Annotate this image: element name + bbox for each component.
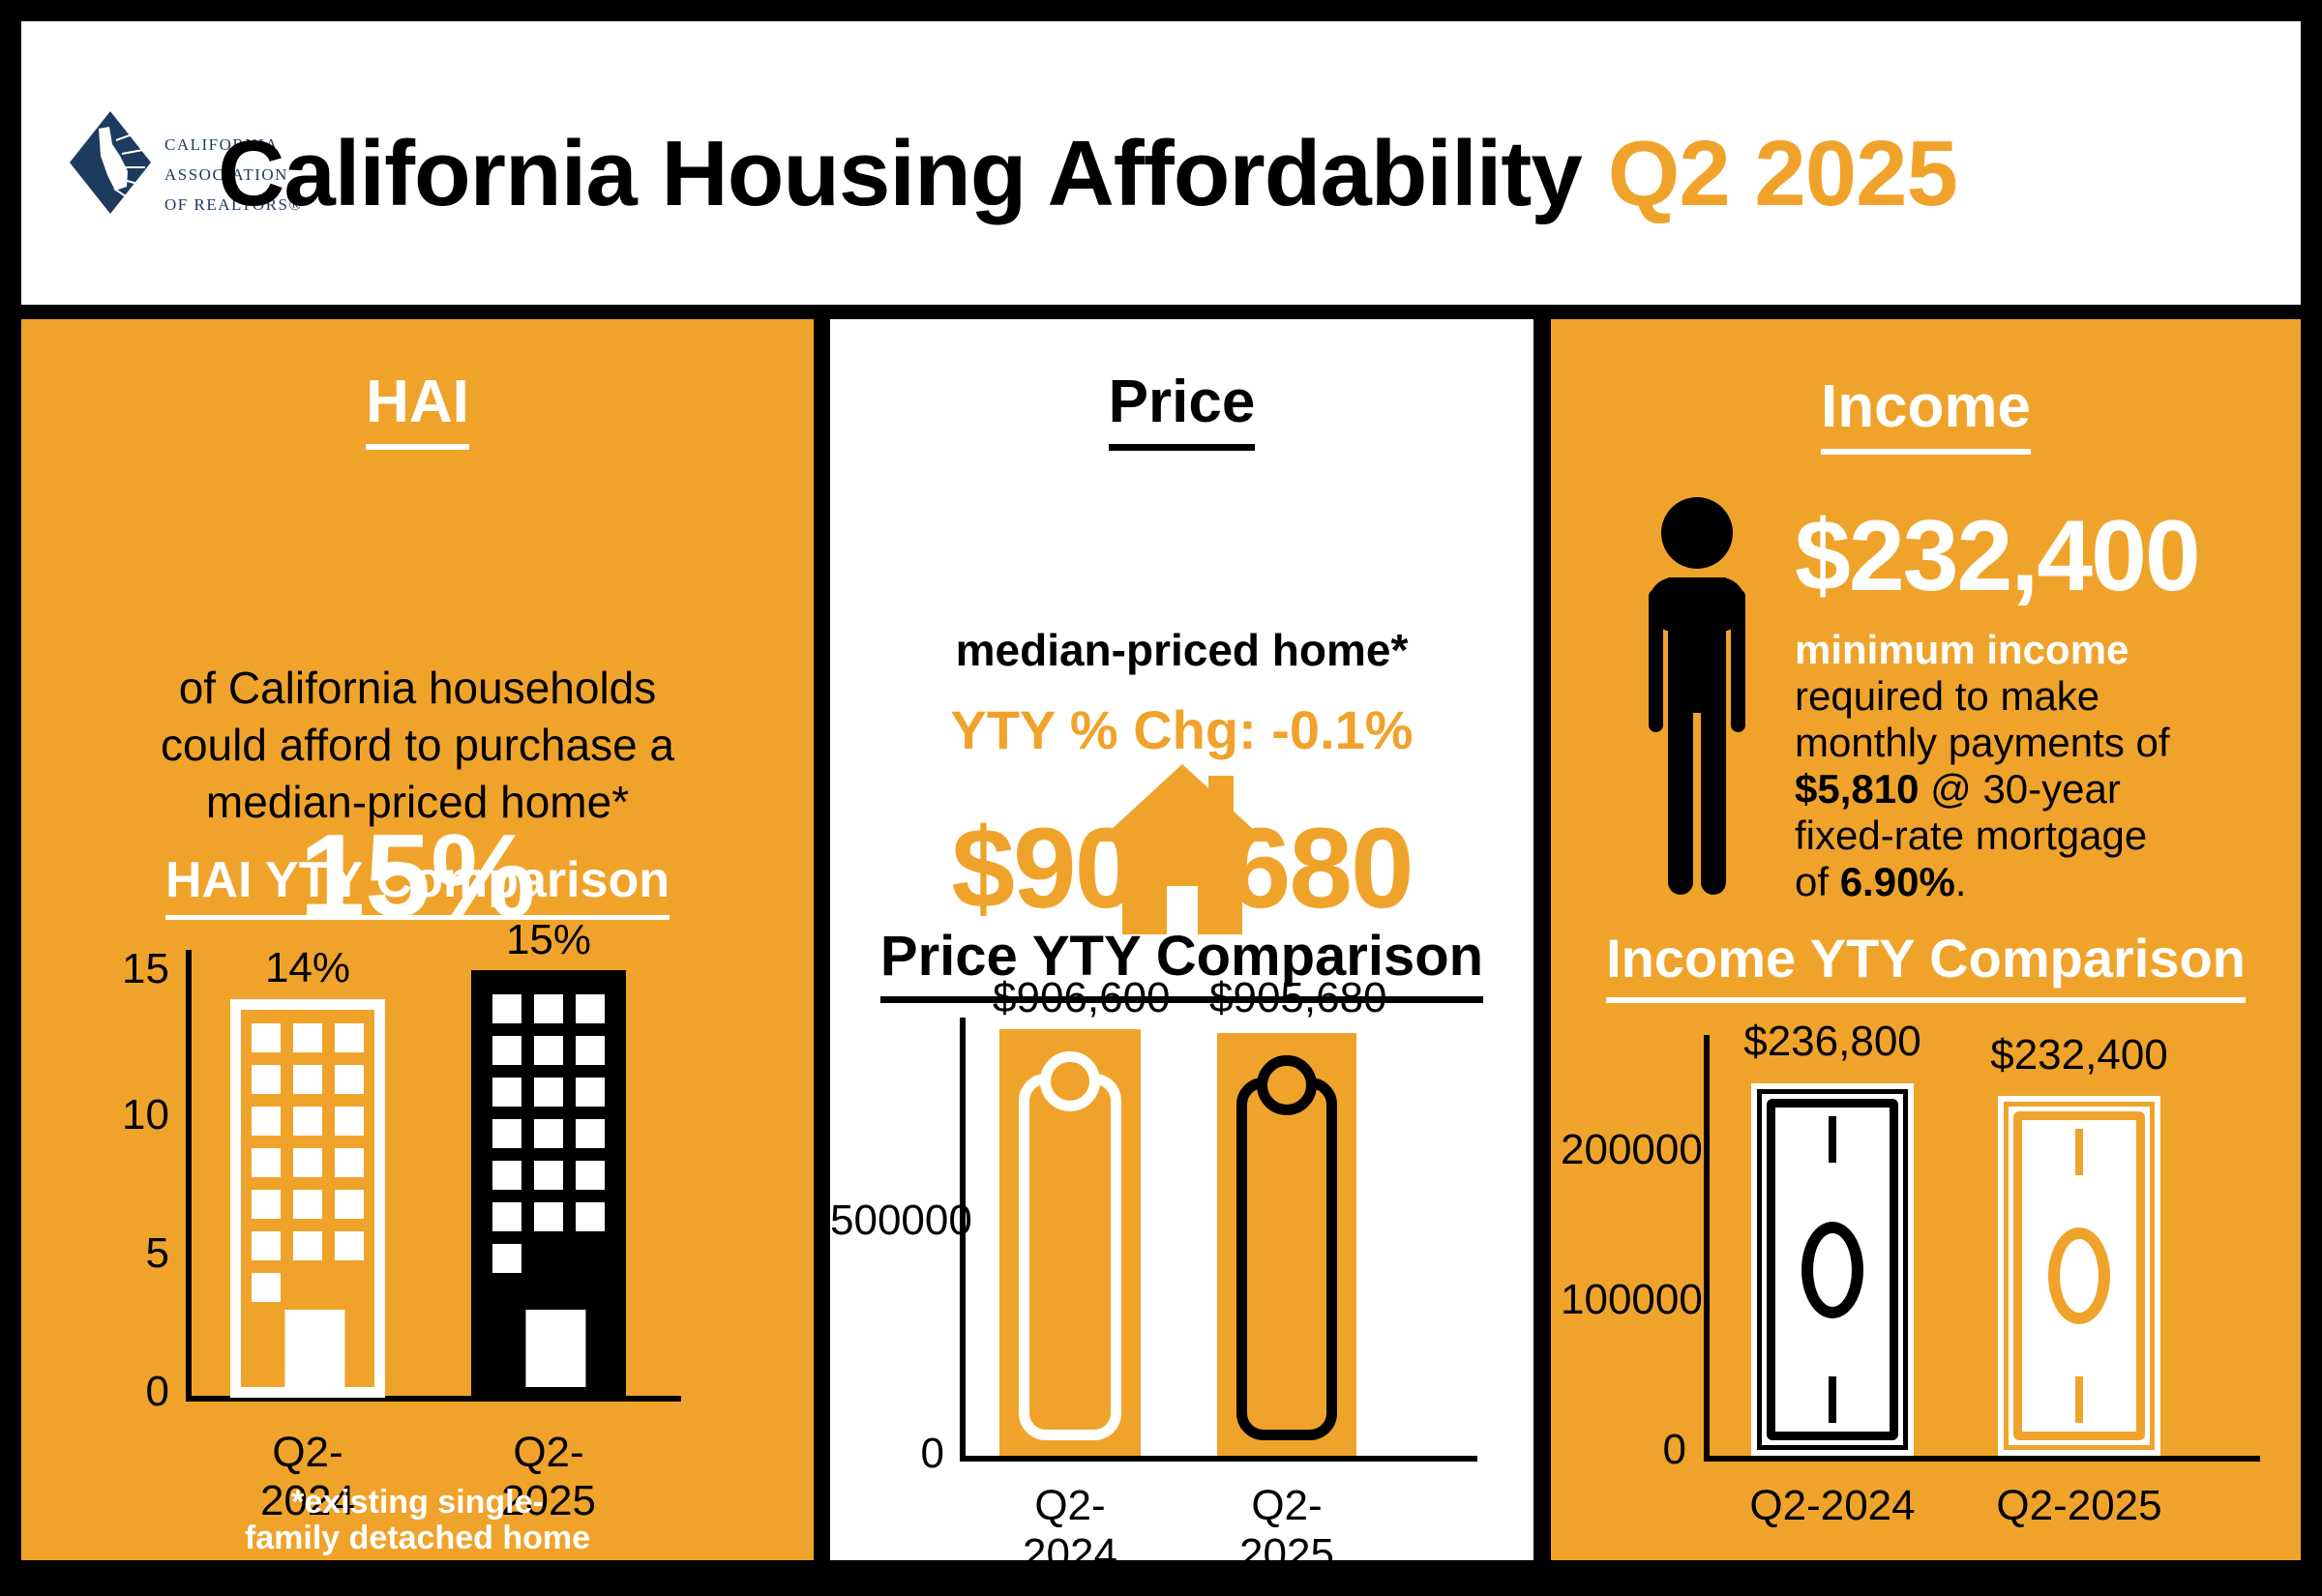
logo-line-2: ASSOCIATION [164,165,288,184]
price-bar-q2-2024 [999,1029,1141,1456]
hai-footnote: *existing single- family detached home [244,1484,591,1556]
logo-line-1: CALIFORNIA [164,135,279,154]
income-bar2-value: $232,400 [1990,1031,2168,1079]
page-title-period: Q2 2025 [1607,122,1958,225]
hai-x-axis [186,1396,681,1402]
price-bar2-value: $905,680 [1209,974,1387,1021]
income-tick-0: 0 [1662,1426,1686,1473]
income-x-axis [1704,1456,2260,1462]
hai-tick-5: 5 [145,1229,169,1277]
price-x-axis [960,1456,1477,1462]
header: CALIFORNIA ASSOCIATION OF REALTORS® Cali… [21,21,2301,305]
building-door [284,1310,345,1387]
income-big-value: $232,400 [1795,500,2201,612]
page-title: California Housing Affordability Q2 2025 [218,121,1958,227]
hai-chart-title: HAI YTY Comparison [21,851,814,920]
price-subtitle: median-priced home* [955,625,1409,675]
price-xlabel-1: Q2-2024 [1023,1482,1117,1578]
income-xlabel-1: Q2-2024 [1749,1482,1916,1529]
income-tick-100000: 100000 [1561,1276,1703,1323]
hai-title: HAI [21,368,814,450]
income-panel: Income $232,400 minimum income required … [1551,319,2301,1560]
income-y-axis [1704,1035,1710,1462]
price-tag-icon [1019,1050,1121,1440]
price-bar-q2-2025 [1217,1033,1356,1456]
price-y-axis [960,1018,966,1462]
income-title: Income [1551,372,2301,455]
hai-panel: HAI 15% of California households could a… [21,319,814,1560]
building-door [525,1310,586,1387]
price-chart-title: Price YTY Comparison [830,924,1533,1003]
person-icon [1649,497,1745,895]
income-xlabel-2: Q2-2025 [1996,1482,2162,1529]
logo-line-3: OF REALTORS® [164,195,303,214]
price-panel: Price $905,680 median-priced home* YTY %… [830,319,1533,1578]
income-chart-title: Income YTY Comparison [1551,927,2301,1003]
hai-y-axis [186,950,192,1402]
hai-tick-15: 15 [122,945,169,992]
hai-bar2-value: 15% [505,916,592,963]
logo-wordmark: CALIFORNIA ASSOCIATION OF REALTORS® [164,130,303,220]
hai-xlabel-1: Q2-2024 [260,1429,355,1524]
hai-description: of California households could afford to… [160,663,675,827]
page-title-main: California Housing Affordability [218,122,1583,225]
house-icon [1097,764,1266,934]
price-title: Price [830,368,1533,451]
income-description: minimum income required to make monthly … [1795,627,2170,904]
price-bar1-value: $906,600 [993,974,1171,1021]
hai-bar-q2-2025-building-icon [471,970,626,1398]
hai-tick-10: 10 [122,1091,169,1138]
price-yty-change: YTY % Chg: -0.1% [950,699,1414,760]
price-tick-500000: 500000 [830,1197,972,1244]
price-tick-0: 0 [920,1430,944,1477]
income-bar-q2-2024-bill-icon [1751,1083,1914,1456]
car-logo-icon [70,111,151,214]
hai-xlabel-2: Q2-2025 [501,1429,596,1524]
income-bar1-value: $236,800 [1743,1018,1921,1065]
price-tag-icon [1236,1054,1337,1440]
price-xlabel-2: Q2-2025 [1239,1482,1334,1578]
hai-tick-0: 0 [145,1368,169,1415]
income-tick-200000: 200000 [1561,1126,1703,1173]
hai-bar1-value: 14% [264,944,351,991]
income-bar-q2-2025-bill-icon [1998,1096,2160,1456]
hai-bar-q2-2024-building-icon [230,999,385,1398]
